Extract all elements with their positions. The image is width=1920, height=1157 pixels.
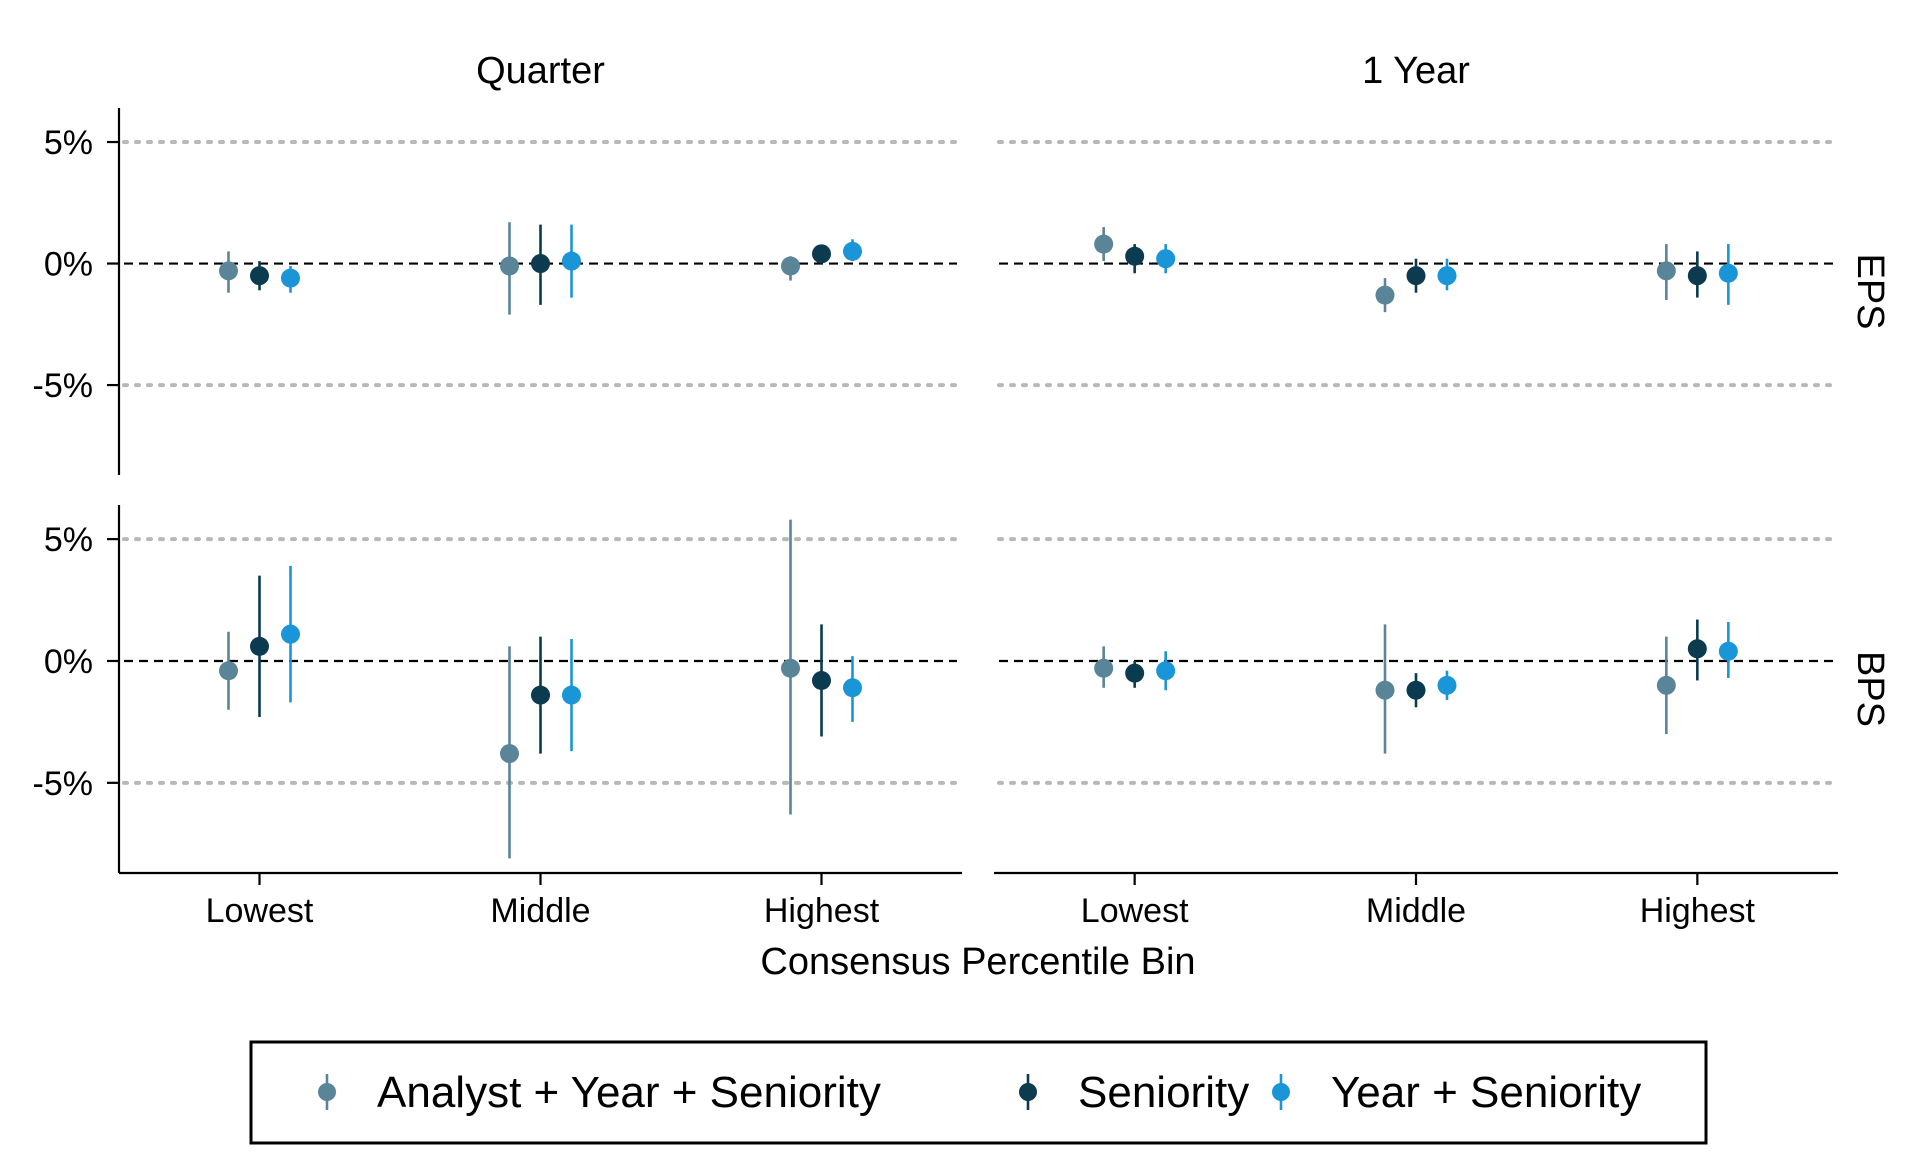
legend-key-point-analyst-year-seniority: [318, 1083, 336, 1101]
point-bps-1-year-highest-seniority: [1687, 639, 1707, 659]
point-eps-quarter-lowest-analyst-year-seniority: [219, 261, 238, 281]
point-bps-1-year-highest-year-seniority: [1718, 641, 1738, 661]
x-tick-label-quarter-highest: Highest: [764, 892, 880, 930]
point-bps-quarter-middle-seniority: [531, 685, 550, 705]
legend-label-year-seniority: Year + Seniority: [1331, 1068, 1641, 1117]
y-tick-label-bps-0: 5%: [44, 521, 93, 559]
y-tick-label-bps-2: -5%: [33, 765, 93, 803]
point-eps-quarter-middle-seniority: [531, 254, 550, 274]
point-bps-quarter-lowest-analyst-year-seniority: [219, 661, 238, 681]
point-bps-1-year-middle-analyst-year-seniority: [1375, 680, 1395, 700]
x-tick-label-1-year-lowest: Lowest: [1081, 892, 1189, 930]
x-tick-label-quarter-middle: Middle: [490, 892, 590, 930]
y-tick-label-eps-0: 5%: [44, 124, 93, 162]
y-tick-label-bps-1: 0%: [44, 643, 93, 681]
point-eps-1-year-middle-year-seniority: [1437, 266, 1457, 286]
point-eps-1-year-middle-analyst-year-seniority: [1375, 285, 1395, 305]
point-eps-1-year-highest-seniority: [1687, 266, 1707, 286]
point-eps-1-year-highest-analyst-year-seniority: [1656, 261, 1676, 281]
point-bps-quarter-lowest-year-seniority: [281, 624, 300, 644]
point-eps-quarter-highest-year-seniority: [843, 241, 862, 261]
point-eps-1-year-lowest-analyst-year-seniority: [1094, 234, 1114, 254]
x-tick-label-1-year-highest: Highest: [1640, 892, 1756, 930]
strip-label-eps: EPS: [1849, 253, 1891, 329]
point-eps-quarter-highest-seniority: [812, 244, 831, 264]
x-tick-label-quarter-lowest: Lowest: [206, 892, 314, 930]
point-bps-1-year-middle-seniority: [1406, 680, 1426, 700]
point-eps-1-year-lowest-seniority: [1125, 246, 1145, 266]
point-bps-quarter-middle-year-seniority: [562, 685, 581, 705]
point-eps-1-year-highest-year-seniority: [1718, 263, 1738, 283]
point-eps-quarter-lowest-seniority: [250, 266, 269, 286]
point-eps-quarter-middle-year-seniority: [562, 251, 581, 271]
point-bps-1-year-lowest-analyst-year-seniority: [1094, 658, 1114, 678]
legend-key-point-seniority: [1019, 1083, 1037, 1101]
point-eps-quarter-highest-analyst-year-seniority: [781, 256, 800, 276]
point-eps-1-year-middle-seniority: [1406, 266, 1426, 286]
point-bps-1-year-highest-analyst-year-seniority: [1656, 675, 1676, 695]
y-tick-label-eps-1: 0%: [44, 246, 93, 284]
point-bps-quarter-middle-analyst-year-seniority: [500, 744, 519, 764]
legend-key-point-year-seniority: [1272, 1083, 1290, 1101]
legend-label-analyst-year-seniority: Analyst + Year + Seniority: [377, 1068, 881, 1117]
strip-label-quarter: Quarter: [476, 50, 605, 92]
point-eps-quarter-lowest-year-seniority: [281, 268, 300, 288]
point-bps-quarter-highest-seniority: [812, 670, 831, 690]
point-eps-1-year-lowest-year-seniority: [1156, 249, 1176, 269]
point-bps-quarter-highest-analyst-year-seniority: [781, 658, 800, 678]
point-bps-quarter-lowest-seniority: [250, 636, 269, 656]
point-bps-1-year-lowest-seniority: [1125, 663, 1145, 683]
point-bps-1-year-middle-year-seniority: [1437, 675, 1457, 695]
y-tick-label-eps-2: -5%: [33, 367, 93, 405]
strip-label-1-year: 1 Year: [1362, 50, 1470, 92]
strip-label-bps: BPS: [1849, 651, 1891, 727]
x-axis-title: Consensus Percentile Bin: [760, 941, 1195, 983]
legend-label-seniority: Seniority: [1078, 1068, 1249, 1117]
point-eps-quarter-middle-analyst-year-seniority: [500, 256, 519, 276]
point-bps-1-year-lowest-year-seniority: [1156, 661, 1176, 681]
x-tick-label-1-year-middle: Middle: [1366, 892, 1466, 930]
point-bps-quarter-highest-year-seniority: [843, 678, 862, 698]
legend-box: [249, 1040, 1708, 1145]
